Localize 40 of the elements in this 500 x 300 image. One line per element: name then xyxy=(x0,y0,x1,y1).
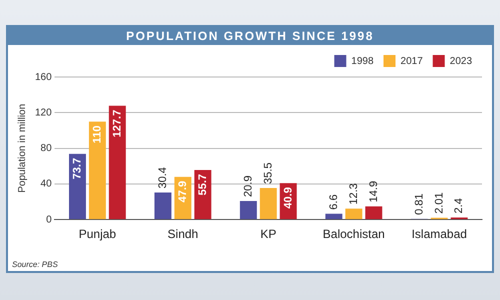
x-tick-label: Sindh xyxy=(168,227,198,242)
source-note: Source: PBS xyxy=(12,260,58,269)
data-label: 30.4 xyxy=(156,167,169,189)
data-label: 127.7 xyxy=(111,110,124,138)
x-tick-label: Balochistan xyxy=(322,227,385,242)
x-tick-label: Islamabad xyxy=(412,227,467,242)
y-tick-label: 40 xyxy=(40,178,52,190)
data-label: 55.7 xyxy=(196,174,209,196)
bar xyxy=(345,208,362,220)
bar xyxy=(88,122,106,220)
data-label: 12.3 xyxy=(348,183,360,205)
data-label: 0.81 xyxy=(413,193,426,215)
data-label: 47.9 xyxy=(176,180,189,202)
data-label: 6.6 xyxy=(328,194,340,210)
data-label: 73.7 xyxy=(72,158,84,180)
bar xyxy=(108,106,126,220)
legend-label: 2023 xyxy=(450,56,472,67)
x-tick-label: Punjab xyxy=(78,227,116,242)
data-label: 40.9 xyxy=(282,187,294,209)
data-label: 110 xyxy=(91,126,104,144)
y-tick-label: 80 xyxy=(40,143,52,154)
data-label: 35.5 xyxy=(262,162,274,184)
chart-title: POPULATION GROWTH SINCE 1998 xyxy=(8,27,492,45)
data-label: 2.01 xyxy=(433,192,446,214)
x-tick-label: KP xyxy=(260,227,276,242)
bar xyxy=(365,206,382,220)
bar xyxy=(240,200,257,220)
data-label: 2.4 xyxy=(453,198,466,214)
legend-label: 1998 xyxy=(351,56,374,67)
bar xyxy=(69,154,86,220)
data-label: 14.9 xyxy=(368,180,380,202)
legend-label: 2017 xyxy=(400,56,424,67)
y-tick-label: 120 xyxy=(34,107,52,118)
bar xyxy=(260,188,277,220)
data-label: 20.9 xyxy=(242,176,254,197)
bar xyxy=(154,192,172,220)
bar xyxy=(325,214,342,220)
y-axis-title: Population in million xyxy=(16,104,28,193)
y-tick-label: 160 xyxy=(34,72,52,83)
y-tick-label: 0 xyxy=(46,214,52,226)
